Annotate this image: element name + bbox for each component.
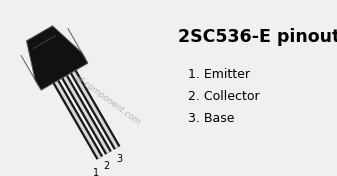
Text: 2SC536-E pinout: 2SC536-E pinout	[178, 28, 337, 46]
Polygon shape	[27, 26, 88, 90]
Text: 2. Collector: 2. Collector	[188, 90, 259, 103]
Text: el-component.com: el-component.com	[74, 73, 142, 127]
Text: 1: 1	[93, 168, 99, 176]
Text: 1. Emitter: 1. Emitter	[188, 68, 250, 81]
Text: 3. Base: 3. Base	[188, 112, 235, 125]
Text: 3: 3	[116, 154, 122, 164]
Text: 2: 2	[103, 161, 110, 171]
